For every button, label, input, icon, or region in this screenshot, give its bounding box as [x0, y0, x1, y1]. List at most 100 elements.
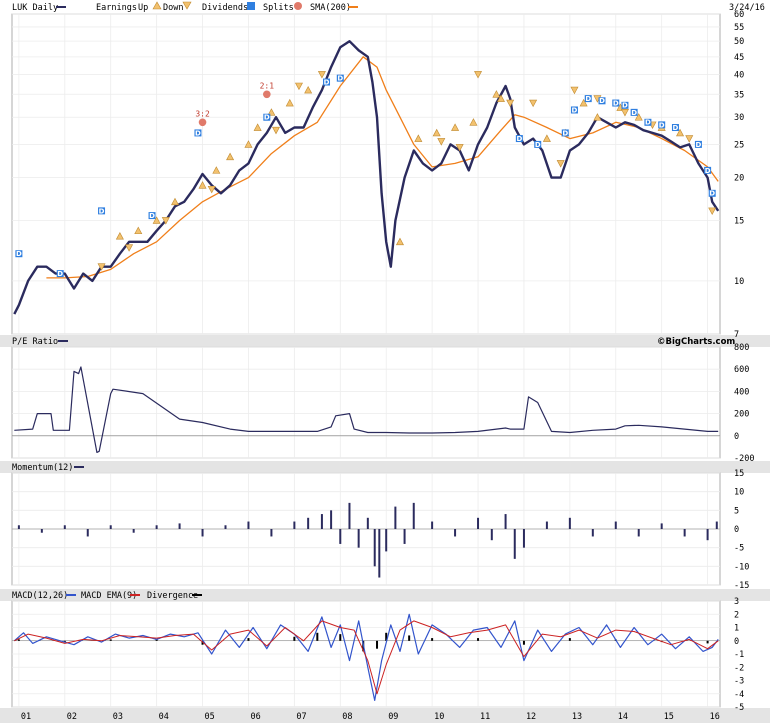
macd-header-bar	[0, 589, 770, 601]
dividend-marker-letter: D	[562, 129, 568, 137]
dividend-marker-letter: D	[709, 190, 715, 198]
x-tick-label: 11	[480, 712, 490, 722]
legend-sma: SMA(200)	[310, 3, 351, 13]
legend-splits: Splits	[263, 3, 294, 13]
dividend-marker	[704, 166, 712, 174]
down-triangle-icon	[182, 1, 192, 10]
up-triangle-icon	[152, 1, 162, 10]
y-tick-label: 30	[734, 113, 744, 123]
dividend-marker-letter: D	[673, 124, 679, 132]
earnings-down-marker	[570, 86, 579, 95]
dividend-marker-letter: D	[696, 141, 702, 149]
dividend-marker-letter: D	[264, 114, 270, 122]
dividend-marker-letter: D	[645, 119, 651, 127]
dividend-marker-letter: D	[585, 95, 591, 103]
split-label: 2:1	[260, 81, 275, 90]
x-tick-label: 02	[67, 712, 77, 722]
dividend-marker	[534, 140, 542, 148]
price-panel-frame	[11, 13, 721, 335]
y-tick-label: 60	[734, 10, 744, 20]
earnings-up-marker	[198, 181, 207, 189]
x-tick-label: 01	[21, 712, 31, 722]
dividend-marker	[644, 118, 652, 126]
dividend-marker	[570, 106, 578, 114]
dividend-marker	[148, 212, 156, 220]
price-panel-header: LUK Daily Earnings Up Down Dividends Spl…	[12, 1, 765, 13]
y-tick-label: -5	[734, 544, 744, 554]
dividend-marker	[15, 250, 23, 258]
y-tick-label: 40	[734, 70, 744, 80]
y-tick-label: 2	[734, 610, 739, 620]
dividend-marker	[621, 101, 629, 109]
earnings-down-marker	[437, 138, 446, 146]
dividend-marker	[598, 97, 606, 105]
y-tick-label: 15	[734, 469, 744, 479]
x-tick-label: 08	[342, 712, 352, 722]
earnings-down-marker	[161, 217, 170, 225]
dividend-marker-letter: D	[324, 78, 330, 86]
x-tick-label: 07	[296, 712, 306, 722]
split-marker	[198, 118, 207, 127]
dividend-marker-letter: D	[613, 99, 619, 107]
earnings-up-marker	[170, 197, 179, 206]
y-tick-label: 0	[734, 637, 739, 647]
earnings-down-marker	[455, 144, 464, 152]
y-tick-label: 10	[734, 277, 744, 287]
earnings-down-marker	[97, 263, 106, 271]
earnings-down-marker	[685, 135, 694, 143]
dividend-marker	[98, 207, 106, 215]
dividend-square-icon	[247, 2, 255, 10]
earnings-up-marker	[226, 152, 235, 161]
y-tick-label: -200	[734, 454, 754, 464]
earnings-up-marker	[212, 166, 221, 174]
y-tick-label: 0	[734, 525, 739, 535]
earnings-up-marker	[432, 128, 441, 137]
y-tick-label: 1	[734, 624, 739, 634]
dividend-marker	[584, 95, 592, 103]
momentum-header-bar	[0, 461, 770, 473]
pe-header-bar	[0, 335, 770, 347]
split-circle-icon	[294, 2, 302, 10]
y-tick-label: -10	[734, 562, 749, 572]
x-tick-label: 16	[710, 712, 720, 722]
earnings-up-marker	[395, 237, 404, 246]
dividend-marker	[194, 129, 202, 137]
dividend-marker-letter: D	[599, 97, 605, 105]
earnings-up-marker	[414, 134, 423, 142]
y-tick-label: 50	[734, 37, 744, 47]
x-tick-label: 09	[388, 712, 398, 722]
earnings-up-marker	[542, 134, 551, 142]
earnings-up-marker	[244, 140, 253, 148]
earnings-down-marker	[506, 99, 515, 108]
earnings-down-marker	[207, 185, 216, 194]
earnings-up-marker	[579, 98, 588, 107]
y-tick-label: 20	[734, 174, 744, 184]
split-label: 3:2	[195, 109, 210, 118]
data-layer	[13, 40, 720, 702]
macd-ema-line	[14, 620, 719, 695]
dividend-marker	[630, 108, 638, 116]
x-tick-label: 12	[526, 712, 536, 722]
earnings-up-marker	[492, 90, 501, 98]
y-tick-label: 45	[734, 53, 744, 63]
chart-date: 3/24/16	[729, 3, 765, 13]
dividend-marker	[658, 121, 666, 129]
earnings-up-marker	[115, 232, 124, 240]
y-tick-label: -15	[734, 581, 749, 591]
earnings-up-marker	[496, 94, 505, 102]
y-tick-label: 800	[734, 343, 749, 353]
dividend-marker	[323, 78, 331, 86]
y-tick-label: 15	[734, 216, 744, 226]
earnings-up-marker	[634, 113, 643, 121]
x-tick-label: 03	[113, 712, 123, 722]
legend-down: Down	[163, 3, 183, 13]
earnings-down-marker	[620, 109, 629, 117]
momentum-title: Momentum(12)	[12, 463, 73, 473]
pe-ratio-line	[14, 366, 719, 453]
x-tick-label: 15	[664, 712, 674, 722]
earnings-down-marker	[294, 82, 303, 91]
y-tick-label: -3	[734, 677, 744, 687]
chart-title: LUK Daily	[12, 3, 58, 13]
